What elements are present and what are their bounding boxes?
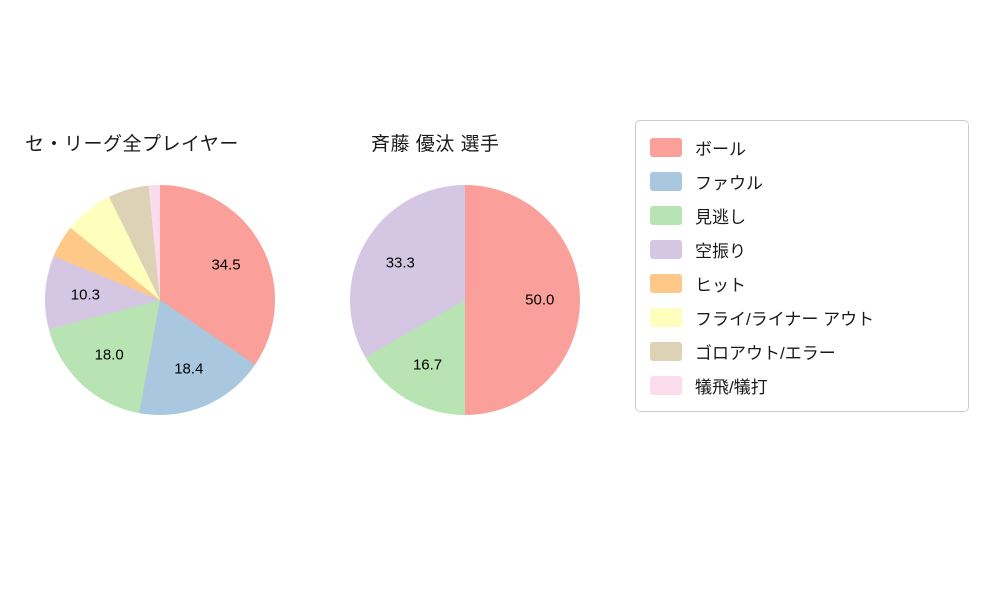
legend-item: フライ/ライナー アウト [636, 300, 968, 334]
pie-chart-league-all-players: 34.5 18.4 18.0 10.3 [45, 185, 275, 415]
legend-swatch [650, 171, 682, 191]
legend-item: ボール [636, 130, 968, 164]
slice-label: 18.4 [174, 360, 204, 378]
legend-swatch [650, 375, 682, 395]
legend-label: ヒット [695, 275, 746, 295]
chart-title-right: 斉藤 優汰 選手 [371, 134, 500, 155]
legend-item: ファウル [636, 164, 968, 198]
slice-label: 34.5 [211, 256, 241, 274]
legend-item: 見逃し [636, 198, 968, 232]
legend-label: フライ/ライナー アウト [695, 309, 875, 329]
chart-title-left: セ・リーグ全プレイヤー [25, 134, 239, 155]
legend-label: 見逃し [695, 207, 746, 227]
legend-swatch [650, 137, 682, 157]
legend-swatch [650, 273, 682, 293]
legend: ボールファウル見逃し空振りヒットフライ/ライナー アウト ゴロアウト/エラー 犠飛/… [635, 120, 969, 412]
legend-swatch [650, 341, 682, 361]
legend-swatch [650, 307, 682, 327]
legend-label: ゴロアウト/エラー [695, 343, 836, 363]
slice-label: 50.0 [525, 291, 555, 309]
slice-label: 16.7 [412, 356, 443, 374]
legend-item: ゴロアウト/エラー [636, 334, 968, 368]
legend-label: ファウル [695, 173, 763, 193]
legend-swatch [650, 205, 682, 225]
legend-label: ボール [695, 139, 746, 159]
slice-label: 33.3 [385, 254, 415, 272]
pie-chart-player-saito-yuta: 50.0 16.7 33.3 [350, 185, 580, 415]
legend-swatch [650, 239, 682, 259]
legend-item: ヒット [636, 266, 968, 300]
legend-item: 空振り [636, 232, 968, 266]
legend-list: ボールファウル見逃し空振りヒットフライ/ライナー アウト ゴロアウト/エラー 犠飛/… [636, 130, 968, 402]
legend-item: 犠飛/犠打 [636, 368, 968, 402]
slice-label: 18.0 [94, 346, 124, 364]
legend-label: 空振り [695, 241, 746, 261]
slice-label: 10.3 [70, 286, 101, 304]
legend-label: 犠飛/犠打 [695, 377, 768, 397]
